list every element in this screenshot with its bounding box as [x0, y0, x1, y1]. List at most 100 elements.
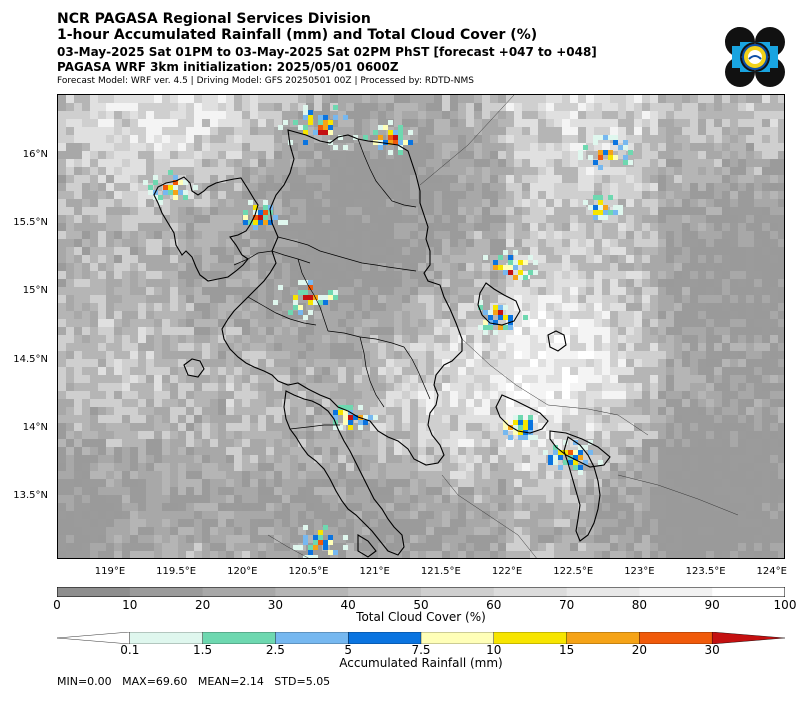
cloud-cell: [426, 319, 434, 327]
cloud-cell: [682, 391, 690, 399]
cloud-cell: [586, 311, 594, 319]
cloud-cell: [226, 327, 234, 335]
cloud-cell: [706, 367, 714, 375]
cloud-cell: [162, 415, 170, 423]
cloud-cell: [330, 463, 338, 471]
cloud-cell: [570, 311, 578, 319]
cloud-cell: [498, 447, 506, 455]
cloud-cell: [386, 551, 394, 558]
cloud-cell: [410, 487, 418, 495]
cloud-cell: [346, 375, 354, 383]
cloud-cell: [770, 143, 778, 151]
cloud-cell: [746, 519, 754, 527]
cloud-cell: [522, 407, 530, 415]
cloud-cell: [146, 327, 154, 335]
cloud-cell: [154, 447, 162, 455]
cloud-cell: [594, 103, 602, 111]
cloud-cell: [730, 463, 738, 471]
cloud-cell: [626, 223, 634, 231]
cloud-cell: [378, 207, 386, 215]
cloud-cell: [298, 423, 306, 431]
cloud-cell: [154, 551, 162, 558]
cloud-cell: [466, 335, 474, 343]
cloud-cell: [466, 247, 474, 255]
cloud-cell: [306, 143, 314, 151]
cloud-cell: [218, 247, 226, 255]
cloud-cell: [514, 487, 522, 495]
cloud-cell: [274, 263, 282, 271]
cloud-cell: [394, 503, 402, 511]
cloud-cell: [370, 95, 378, 103]
cloud-cell: [426, 527, 434, 535]
cloud-cell: [178, 263, 186, 271]
cloud-cell: [354, 399, 362, 407]
cloud-cell: [178, 495, 186, 503]
rain-cell: [263, 200, 268, 205]
cloud-cell: [330, 431, 338, 439]
cloud-cell: [162, 255, 170, 263]
cloud-cell: [282, 239, 290, 247]
cloud-cell: [218, 263, 226, 271]
cloud-cell: [194, 407, 202, 415]
cloud-cell: [274, 407, 282, 415]
cloud-cell: [554, 303, 562, 311]
cloud-cell: [162, 327, 170, 335]
cloud-cell: [258, 103, 266, 111]
cloud-cell: [202, 215, 210, 223]
cloud-cell: [490, 463, 498, 471]
cloud-cell: [490, 495, 498, 503]
cloud-cell: [730, 103, 738, 111]
cloud-cell: [626, 119, 634, 127]
cloud-cell: [418, 431, 426, 439]
cloud-cell: [658, 127, 666, 135]
cloud-cell: [450, 551, 458, 558]
cloud-cell: [234, 439, 242, 447]
cloud-cell: [146, 367, 154, 375]
cloud-cell: [122, 375, 130, 383]
cloud-cell: [466, 351, 474, 359]
cloud-cell: [426, 271, 434, 279]
cloud-cell: [90, 231, 98, 239]
cloud-cell: [730, 191, 738, 199]
cloud-cell: [370, 151, 378, 159]
cloud-cell: [410, 399, 418, 407]
cloud-cell: [546, 503, 554, 511]
cloud-cell: [106, 135, 114, 143]
cloud-cell: [562, 495, 570, 503]
cloud-cell: [650, 223, 658, 231]
rain-cell: [268, 220, 273, 225]
cloud-cell: [202, 279, 210, 287]
cloud-cell: [154, 135, 162, 143]
rain-cell: [593, 135, 598, 140]
cloud-cell: [762, 487, 770, 495]
cloud-cell: [514, 159, 522, 167]
cloud-cell: [506, 543, 514, 551]
cloud-cell: [266, 135, 274, 143]
cloud-cell: [642, 527, 650, 535]
cloud-cell: [738, 119, 746, 127]
cloud-cell: [498, 279, 506, 287]
cloud-cell: [626, 455, 634, 463]
cloud-cell: [586, 175, 594, 183]
cloud-cell: [666, 199, 674, 207]
cloud-cell: [354, 199, 362, 207]
cloud-cell: [530, 135, 538, 143]
cloud-cell: [234, 431, 242, 439]
cloud-cell: [154, 287, 162, 295]
cloud-cell: [234, 487, 242, 495]
cloud-cell: [618, 183, 626, 191]
cloud-cell: [114, 199, 122, 207]
cloud-cell: [322, 391, 330, 399]
cloud-cell: [282, 375, 290, 383]
cloud-cell: [602, 359, 610, 367]
cloud-cell: [106, 295, 114, 303]
cloud-cell: [754, 239, 762, 247]
cloud-cell: [346, 135, 354, 143]
cloud-cell: [538, 183, 546, 191]
cloud-cell: [706, 423, 714, 431]
cloud-cell: [482, 143, 490, 151]
cloud-cell: [154, 143, 162, 151]
cloud-cell: [442, 167, 450, 175]
cloud-cell: [458, 527, 466, 535]
cloud-cell: [130, 311, 138, 319]
